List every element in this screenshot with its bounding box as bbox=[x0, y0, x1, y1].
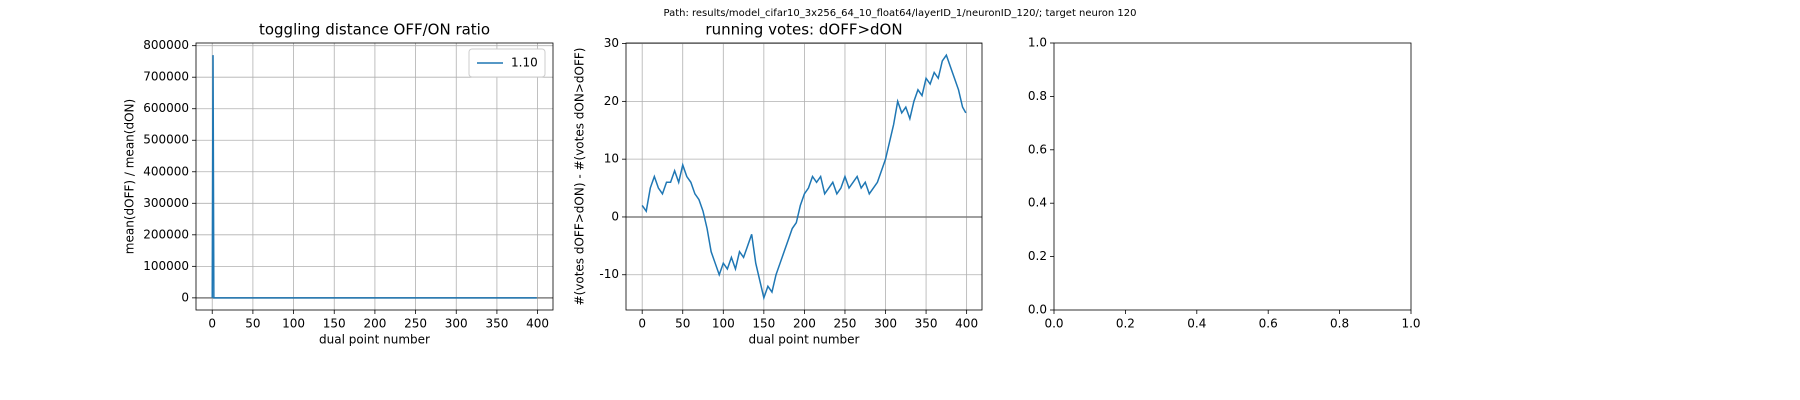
x-tick-label: 0 bbox=[638, 317, 646, 331]
data-line bbox=[641, 53, 967, 301]
y-tick-label: 0.2 bbox=[1028, 249, 1047, 263]
y-tick-label: 30 bbox=[604, 36, 619, 50]
x-axis-label: dual point number bbox=[319, 333, 430, 347]
x-tick-label: 250 bbox=[404, 317, 427, 331]
x-tick-label: 50 bbox=[675, 317, 690, 331]
x-tick-label: 0.8 bbox=[1330, 317, 1349, 331]
y-tick-label: 0.6 bbox=[1028, 142, 1047, 156]
x-axis-label: dual point number bbox=[749, 333, 860, 347]
figure-title: Path: results/model_cifar10_3x256_64_10_… bbox=[664, 8, 1137, 19]
axes-frame bbox=[1053, 42, 1412, 311]
y-tick-label: -10 bbox=[599, 267, 619, 281]
y-tick-label: 0 bbox=[181, 290, 189, 304]
x-tick-label: 200 bbox=[793, 317, 816, 331]
x-tick-label: 400 bbox=[955, 317, 978, 331]
x-tick-label: 300 bbox=[445, 317, 468, 331]
y-tick-label: 0.0 bbox=[1028, 303, 1047, 317]
x-tick-label: 250 bbox=[834, 317, 857, 331]
y-tick-label: 0.8 bbox=[1028, 89, 1047, 103]
axes-frame bbox=[625, 42, 983, 311]
chart-title: running votes: dOFF>dON bbox=[705, 21, 902, 39]
x-tick-label: 0.4 bbox=[1187, 317, 1206, 331]
x-tick-label: 350 bbox=[915, 317, 938, 331]
x-tick-label: 0.0 bbox=[1044, 317, 1063, 331]
x-tick-label: 100 bbox=[712, 317, 735, 331]
x-tick-label: 50 bbox=[245, 317, 260, 331]
x-tick-label: 200 bbox=[363, 317, 386, 331]
y-tick-label: 300000 bbox=[143, 196, 189, 210]
y-tick-label: 700000 bbox=[143, 70, 189, 84]
chart-title: toggling distance OFF/ON ratio bbox=[259, 21, 490, 39]
y-tick-label: 0.4 bbox=[1028, 196, 1047, 210]
y-axis-label: #(votes dOFF>dON) - #(votes dON>dOFF) bbox=[573, 48, 587, 306]
y-tick-label: 20 bbox=[604, 94, 619, 108]
x-tick-label: 400 bbox=[526, 317, 549, 331]
x-tick-label: 350 bbox=[485, 317, 508, 331]
y-tick-label: 500000 bbox=[143, 133, 189, 147]
y-tick-label: 0 bbox=[611, 209, 619, 223]
x-tick-label: 0 bbox=[208, 317, 216, 331]
legend-box bbox=[468, 48, 546, 78]
y-tick-label: 800000 bbox=[143, 38, 189, 52]
x-tick-label: 150 bbox=[752, 317, 775, 331]
x-tick-label: 0.2 bbox=[1116, 317, 1135, 331]
data-line bbox=[211, 55, 537, 299]
x-tick-label: 0.6 bbox=[1259, 317, 1278, 331]
y-tick-label: 600000 bbox=[143, 101, 189, 115]
axes-frame bbox=[195, 42, 554, 311]
y-tick-label: 100000 bbox=[143, 259, 189, 273]
x-tick-label: 1.0 bbox=[1401, 317, 1420, 331]
y-tick-label: 400000 bbox=[143, 164, 189, 178]
x-tick-label: 100 bbox=[282, 317, 305, 331]
legend-label: 1.10 bbox=[511, 56, 538, 70]
x-tick-label: 150 bbox=[323, 317, 346, 331]
y-tick-label: 200000 bbox=[143, 227, 189, 241]
y-axis-label: mean(dOFF) / mean(dON) bbox=[123, 99, 137, 254]
y-tick-label: 1.0 bbox=[1028, 36, 1047, 50]
x-tick-label: 300 bbox=[874, 317, 897, 331]
y-tick-label: 10 bbox=[604, 152, 619, 166]
